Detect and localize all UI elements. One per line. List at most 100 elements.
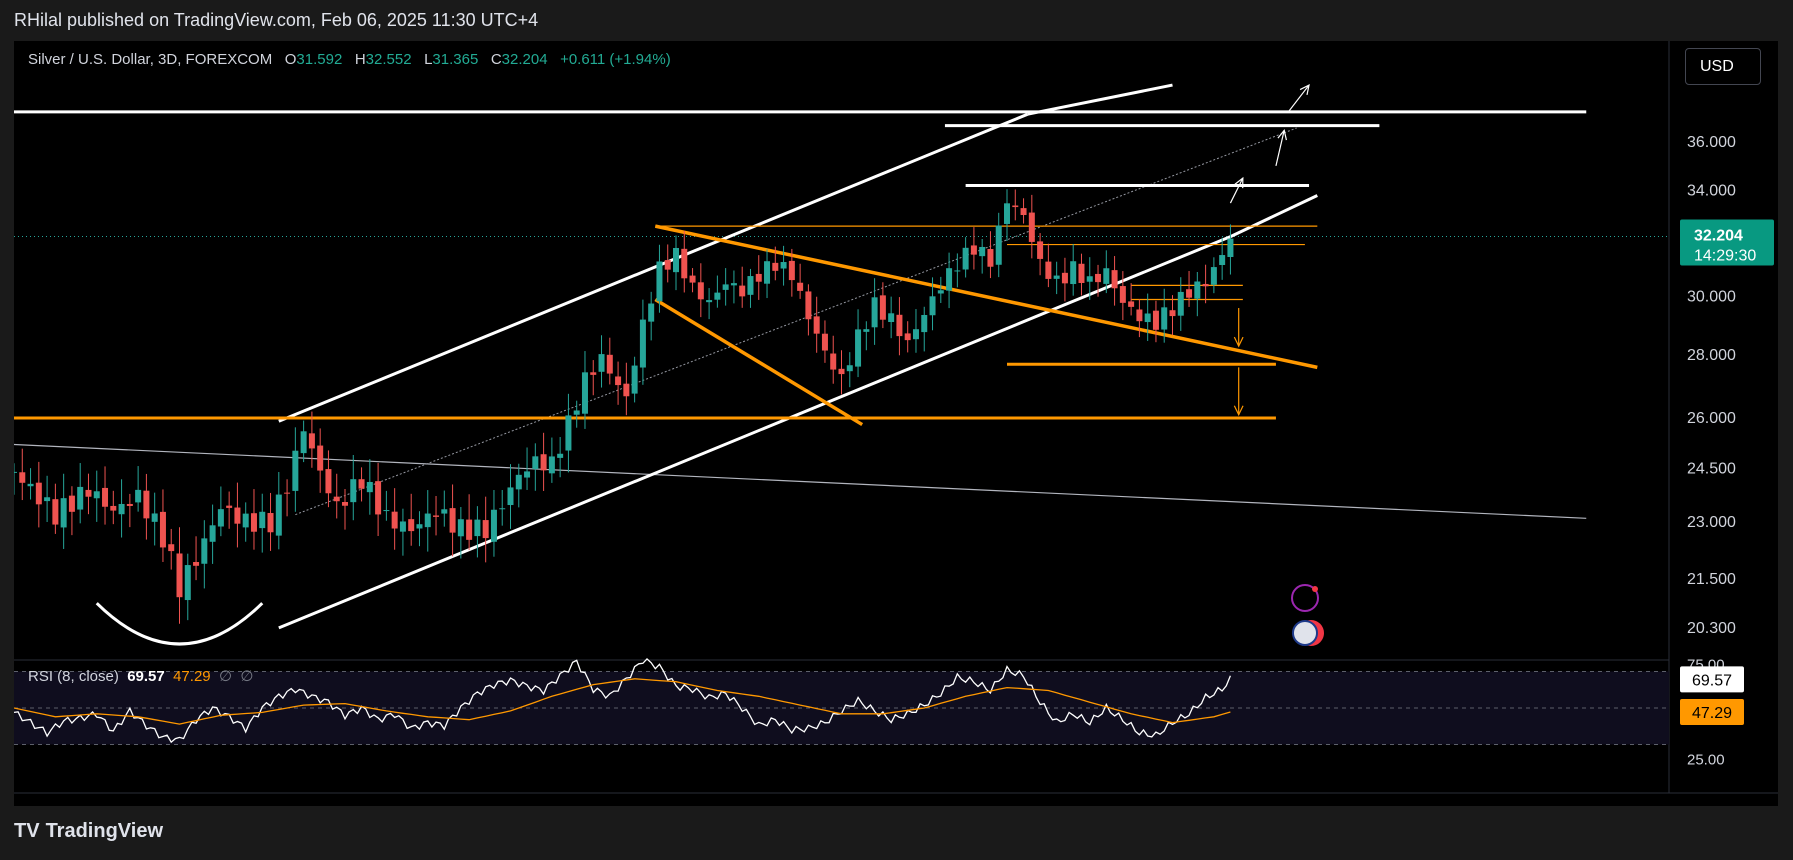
candle-body <box>416 524 423 529</box>
candle-body <box>1020 208 1027 216</box>
candle-body <box>209 525 216 542</box>
candle-body <box>598 354 605 372</box>
candle-body <box>879 295 886 320</box>
candle-body <box>921 314 928 333</box>
candle-body <box>1186 289 1193 298</box>
candle-body <box>946 268 953 291</box>
price-tick-label: 21.500 <box>1687 571 1736 588</box>
candle-body <box>1144 313 1151 323</box>
candle-body <box>954 270 961 272</box>
candle-body <box>515 474 522 490</box>
candle-body <box>912 329 919 340</box>
candle-body <box>1119 286 1126 303</box>
candle-body <box>143 490 150 519</box>
candle-body <box>697 282 704 300</box>
candle-body <box>706 300 713 303</box>
price-tick-label: 30.000 <box>1687 289 1736 306</box>
candle-body <box>135 489 142 503</box>
candle-body <box>689 275 696 283</box>
open-value: 31.592 <box>296 51 343 68</box>
candle-body <box>118 503 125 515</box>
currency-button[interactable]: USD <box>1685 48 1761 85</box>
candle-body <box>441 509 448 514</box>
candle-body <box>1095 273 1102 283</box>
candle-body <box>1202 283 1209 287</box>
candle-body <box>755 273 762 282</box>
chart-frame[interactable]: 36.000 34.000 30.000 28.000 26.000 24.500 23.0… <box>14 41 1778 806</box>
candle-body <box>1037 241 1044 259</box>
candle-body <box>507 487 514 506</box>
candle-body <box>242 513 249 528</box>
candle-body <box>176 553 183 598</box>
us-flag-icon <box>1292 620 1318 646</box>
candle-body <box>1128 301 1135 307</box>
candle-body <box>838 368 845 375</box>
candle-body <box>201 538 208 564</box>
candle-body <box>184 565 191 601</box>
candle-body <box>449 508 456 533</box>
falling-wedge-line <box>654 224 1318 370</box>
candle-body <box>292 450 299 491</box>
candle-body <box>937 290 944 294</box>
close-value: 32.204 <box>501 51 548 68</box>
candle-body <box>1177 291 1184 316</box>
tradingview-footer[interactable]: TV TradingView <box>14 820 163 843</box>
candle-body <box>739 285 746 297</box>
candle-body <box>590 372 597 375</box>
candle-body <box>805 291 812 320</box>
channel-midline <box>295 127 1297 516</box>
candle-body <box>1004 203 1010 224</box>
lightning-event-icon <box>1291 584 1319 612</box>
candle-body <box>19 472 26 483</box>
target-up-arrow <box>1275 130 1285 167</box>
rsi-lower-tick: 25.00 <box>1687 752 1725 769</box>
candle-body <box>979 246 986 257</box>
candle-body <box>474 519 481 537</box>
chart-canvas[interactable]: 36.000 34.000 30.000 28.000 26.000 24.500 23.0… <box>14 41 1778 806</box>
candle-body <box>987 249 994 267</box>
candle-body <box>408 519 415 532</box>
candle-body <box>573 410 580 415</box>
candle-body <box>110 505 117 511</box>
candle-body <box>813 316 820 334</box>
candle-body <box>714 292 721 300</box>
rsi-label: RSI (8, close) <box>28 668 119 685</box>
candle-body <box>1136 309 1143 322</box>
target-up-arrow <box>1287 84 1310 113</box>
candle-body <box>300 431 307 454</box>
candle-body <box>524 471 531 478</box>
channel-rail-extension <box>1027 83 1173 116</box>
candle-body <box>788 260 795 281</box>
price-tick-label: 36.000 <box>1687 134 1736 151</box>
price-tick-label: 24.500 <box>1687 460 1736 477</box>
candle-body <box>267 513 274 533</box>
candle-body <box>1045 261 1052 279</box>
candle-body <box>1070 261 1077 285</box>
candle-body <box>234 507 241 524</box>
candle-body <box>350 479 357 503</box>
candle-body <box>962 247 969 270</box>
candle-body <box>797 282 804 291</box>
candle-body <box>557 453 564 458</box>
candle-body <box>1227 238 1234 258</box>
candle-body <box>44 497 51 502</box>
bar-countdown: 14:29:30 <box>1694 248 1756 265</box>
candle-body <box>904 333 911 341</box>
candle-body <box>1012 205 1019 208</box>
rsi-ma-line <box>14 678 1231 725</box>
candle-body <box>846 365 853 372</box>
candle-body <box>548 456 555 474</box>
price-tick-label: 34.000 <box>1687 182 1736 199</box>
candle-body <box>673 247 679 273</box>
candle-body <box>275 494 282 536</box>
candle-body <box>1053 275 1060 279</box>
candle-body <box>60 498 67 528</box>
long-term-trendline <box>14 443 1587 519</box>
candle-body <box>581 372 588 414</box>
candle-body <box>168 544 175 552</box>
rsi-value: 69.57 <box>127 668 165 685</box>
price-tick-label: 23.000 <box>1687 514 1736 531</box>
candle-body <box>325 469 332 494</box>
symbol-legend: Silver / U.S. Dollar, 3D, FOREXCOM O31.5… <box>28 51 671 68</box>
candle-body <box>896 314 903 337</box>
